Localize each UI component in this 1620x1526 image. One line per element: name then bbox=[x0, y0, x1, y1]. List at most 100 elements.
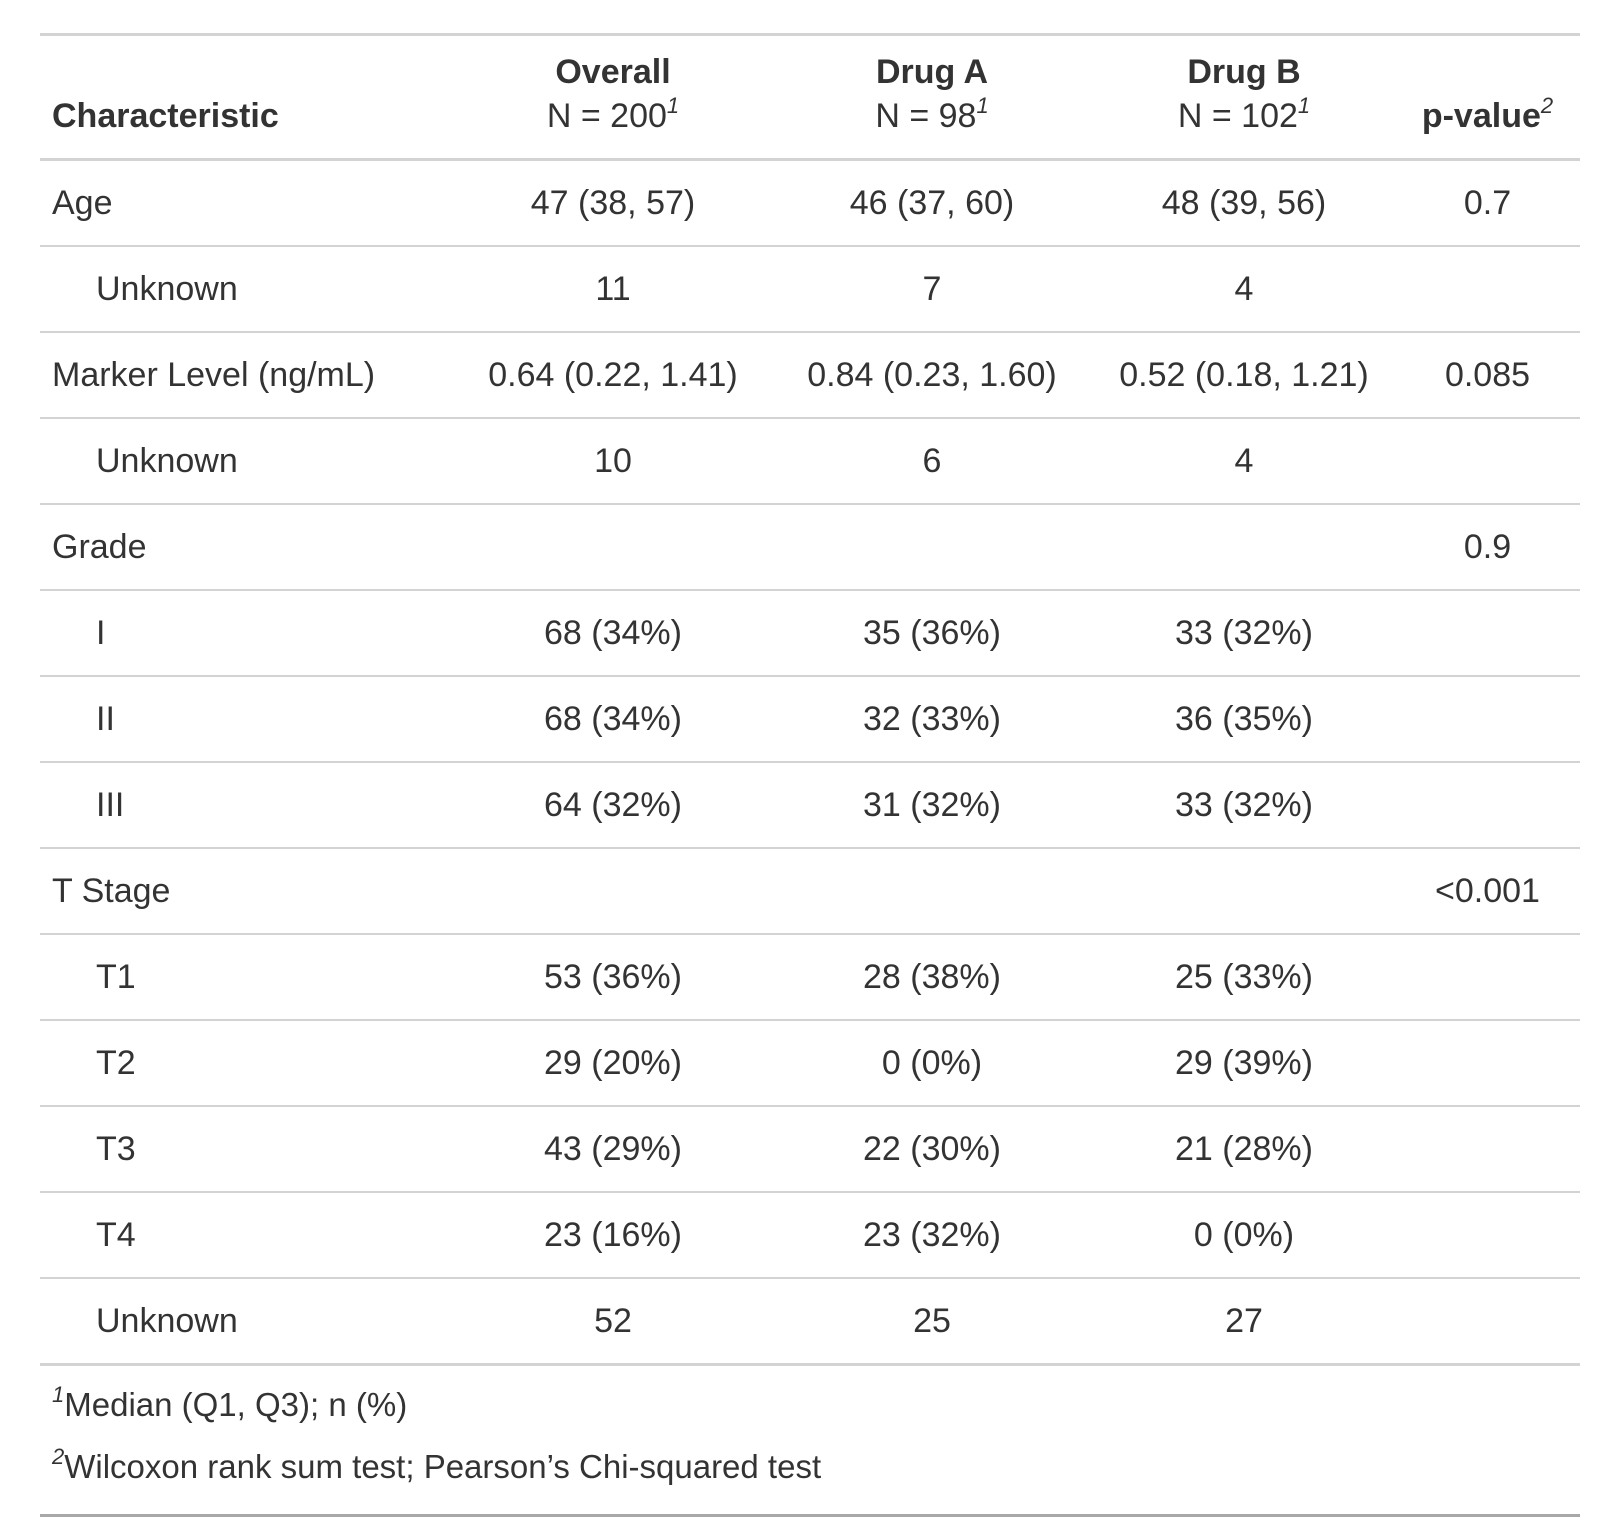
footnote-mark: 1 bbox=[1297, 93, 1311, 118]
table-cell: 4 bbox=[1093, 418, 1395, 505]
table-cell: 25 bbox=[771, 1278, 1093, 1366]
footnote: 1Median (Q1, Q3); n (%) bbox=[52, 1374, 1568, 1436]
column-label: Drug B bbox=[1187, 53, 1301, 91]
column-n: N = 200 bbox=[546, 97, 667, 135]
table-cell: 52 bbox=[455, 1278, 771, 1366]
table-cell: 0.84 (0.23, 1.60) bbox=[771, 332, 1093, 419]
table-cell bbox=[1395, 590, 1580, 677]
table-cell: 21 (28%) bbox=[1093, 1106, 1395, 1193]
table-cell bbox=[1395, 1278, 1580, 1366]
table-row: T2 29 (20%) 0 (0%) 29 (39%) bbox=[40, 1020, 1580, 1107]
table-cell bbox=[1395, 1020, 1580, 1107]
row-label: T2 bbox=[40, 1020, 455, 1107]
table-cell: 0 (0%) bbox=[771, 1020, 1093, 1107]
table-cell: 0.7 bbox=[1395, 159, 1580, 247]
table-row: Marker Level (ng/mL) 0.64 (0.22, 1.41) 0.8… bbox=[40, 332, 1580, 419]
table-body: Age 47 (38, 57) 46 (37, 60) 48 (39, 56) 0.7 U… bbox=[40, 159, 1580, 1366]
row-label: Unknown bbox=[40, 1278, 455, 1366]
table-cell bbox=[1093, 848, 1395, 935]
table-row: III 64 (32%) 31 (32%) 33 (32%) bbox=[40, 762, 1580, 849]
table-cell: 7 bbox=[771, 246, 1093, 333]
table-row: T Stage <0.001 bbox=[40, 848, 1580, 935]
table-cell: 46 (37, 60) bbox=[771, 159, 1093, 247]
table-cell bbox=[1395, 1106, 1580, 1193]
header-cell: Drug B N = 1021 bbox=[1093, 35, 1395, 160]
table-cell: 35 (36%) bbox=[771, 590, 1093, 677]
row-label: Grade bbox=[40, 504, 455, 591]
table-cell bbox=[771, 848, 1093, 935]
table-cell: 0.9 bbox=[1395, 504, 1580, 591]
table-cell: 6 bbox=[771, 418, 1093, 505]
table-cell: 28 (38%) bbox=[771, 934, 1093, 1021]
table-cell bbox=[1395, 762, 1580, 849]
footnotes: 1Median (Q1, Q3); n (%) 2Wilcoxon rank su… bbox=[40, 1366, 1580, 1517]
table-cell: 64 (32%) bbox=[455, 762, 771, 849]
row-label: Age bbox=[40, 159, 455, 247]
table-cell: 10 bbox=[455, 418, 771, 505]
table-cell: 27 bbox=[1093, 1278, 1395, 1366]
column-label: p-value bbox=[1421, 97, 1541, 135]
table-cell: 29 (20%) bbox=[455, 1020, 771, 1107]
column-label: Overall bbox=[555, 53, 671, 91]
table-cell: 0.64 (0.22, 1.41) bbox=[455, 332, 771, 419]
row-label: Marker Level (ng/mL) bbox=[40, 332, 455, 419]
row-label: Unknown bbox=[40, 418, 455, 505]
table-cell: 23 (16%) bbox=[455, 1192, 771, 1279]
table-cell: 31 (32%) bbox=[771, 762, 1093, 849]
header-cell: p-value2 bbox=[1395, 35, 1580, 160]
row-label: T4 bbox=[40, 1192, 455, 1279]
table-cell: 32 (33%) bbox=[771, 676, 1093, 763]
table-cell bbox=[455, 504, 771, 591]
table-cell: 33 (32%) bbox=[1093, 762, 1395, 849]
table-cell: 4 bbox=[1093, 246, 1395, 333]
table-cell: 36 (35%) bbox=[1093, 676, 1395, 763]
footnote-mark: 1 bbox=[666, 93, 680, 118]
footnote-text: Wilcoxon rank sum test; Pearson’s Chi-sq… bbox=[64, 1448, 822, 1485]
row-label: Unknown bbox=[40, 246, 455, 333]
footnote-mark: 1 bbox=[52, 1382, 65, 1407]
table-cell: 29 (39%) bbox=[1093, 1020, 1395, 1107]
footnote-mark: 1 bbox=[976, 93, 989, 118]
column-n: N = 98 bbox=[875, 97, 977, 135]
table-cell bbox=[1395, 676, 1580, 763]
table-cell: 48 (39, 56) bbox=[1093, 159, 1395, 247]
table-row: I 68 (34%) 35 (36%) 33 (32%) bbox=[40, 590, 1580, 677]
row-label: II bbox=[40, 676, 455, 763]
table-cell: 22 (30%) bbox=[771, 1106, 1093, 1193]
footnote: 2Wilcoxon rank sum test; Pearson’s Chi-s… bbox=[52, 1436, 1568, 1498]
row-label: T Stage bbox=[40, 848, 455, 935]
column-label: Drug A bbox=[875, 53, 989, 91]
table-cell: 0.52 (0.18, 1.21) bbox=[1093, 332, 1395, 419]
row-label: I bbox=[40, 590, 455, 677]
table-cell: 25 (33%) bbox=[1093, 934, 1395, 1021]
table-row: II 68 (34%) 32 (33%) 36 (35%) bbox=[40, 676, 1580, 763]
header-cell: Drug A N = 981 bbox=[771, 35, 1093, 160]
table-row: Unknown 10 6 4 bbox=[40, 418, 1580, 505]
row-label: T3 bbox=[40, 1106, 455, 1193]
table-row: Grade 0.9 bbox=[40, 504, 1580, 591]
table-cell: 53 (36%) bbox=[455, 934, 771, 1021]
table-cell bbox=[1395, 1192, 1580, 1279]
table-cell bbox=[1395, 246, 1580, 333]
footnote-mark: 2 bbox=[1540, 93, 1554, 118]
table-cell: 43 (29%) bbox=[455, 1106, 771, 1193]
table-cell: 68 (34%) bbox=[455, 676, 771, 763]
table-row: Unknown 52 25 27 bbox=[40, 1278, 1580, 1366]
header-cell: Overall N = 2001 bbox=[455, 35, 771, 160]
table-cell bbox=[1395, 934, 1580, 1021]
table-cell bbox=[1395, 418, 1580, 505]
table-cell: 11 bbox=[455, 246, 771, 333]
table-row: Age 47 (38, 57) 46 (37, 60) 48 (39, 56) 0.7 bbox=[40, 159, 1580, 247]
table-cell: 0 (0%) bbox=[1093, 1192, 1395, 1279]
table-cell: <0.001 bbox=[1395, 848, 1580, 935]
column-n: N = 102 bbox=[1177, 97, 1298, 135]
table-cell: 68 (34%) bbox=[455, 590, 771, 677]
table-cell: 47 (38, 57) bbox=[455, 159, 771, 247]
table-cell: 0.085 bbox=[1395, 332, 1580, 419]
table-row: T3 43 (29%) 22 (30%) 21 (28%) bbox=[40, 1106, 1580, 1193]
